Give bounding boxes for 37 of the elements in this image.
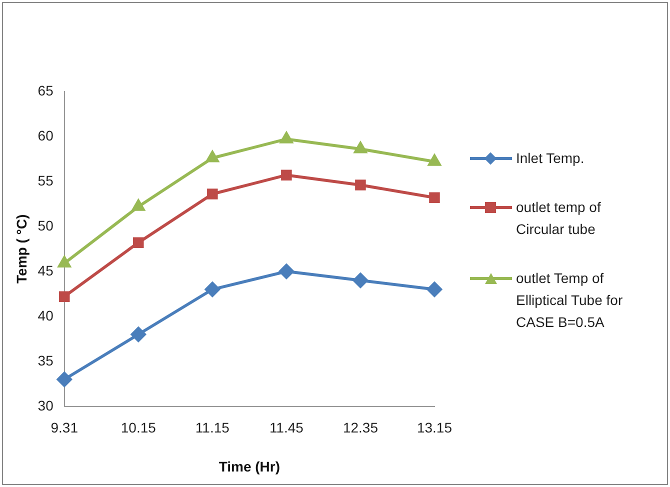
point [355, 180, 366, 190]
x-tick-label: 11.45 [269, 420, 304, 436]
y-axis-title: Temp ( °C) [13, 214, 30, 284]
point [58, 291, 70, 302]
legend-label: outlet temp of Circular tube [516, 198, 602, 239]
point [354, 142, 367, 154]
y-tick-label: 45 [38, 262, 54, 278]
point [281, 170, 292, 180]
x-tick-label: 13.15 [416, 420, 452, 436]
x-tick-label: 12.35 [342, 420, 378, 436]
point [352, 272, 368, 288]
y-tick-label: 65 [38, 82, 54, 98]
point [429, 192, 440, 203]
point [56, 372, 72, 387]
y-tick-label: 35 [38, 352, 54, 368]
point [207, 188, 218, 200]
point [204, 282, 220, 297]
point [206, 151, 219, 162]
point [280, 132, 293, 144]
point [130, 326, 146, 342]
point [426, 282, 442, 297]
legend-label: Inlet Temp. [516, 149, 586, 168]
legend-label: outlet Temp of Elliptical Tube for CASE B=0.5A [516, 269, 624, 332]
point [58, 256, 71, 268]
y-tick-label: 55 [38, 172, 54, 188]
y-tick-label: 60 [38, 127, 54, 144]
x-tick-label: 10.15 [120, 420, 156, 436]
y-tick-label: 50 [38, 217, 54, 234]
point [133, 237, 144, 248]
point [278, 264, 294, 279]
point [132, 200, 145, 211]
y-tick-label: 40 [38, 307, 54, 324]
x-axis-title: Time (Hr) [218, 458, 280, 474]
point [428, 154, 441, 166]
x-tick-label: 11.15 [195, 420, 230, 436]
y-tick-label: 30 [38, 397, 54, 414]
x-tick-label: 9.31 [50, 420, 78, 436]
